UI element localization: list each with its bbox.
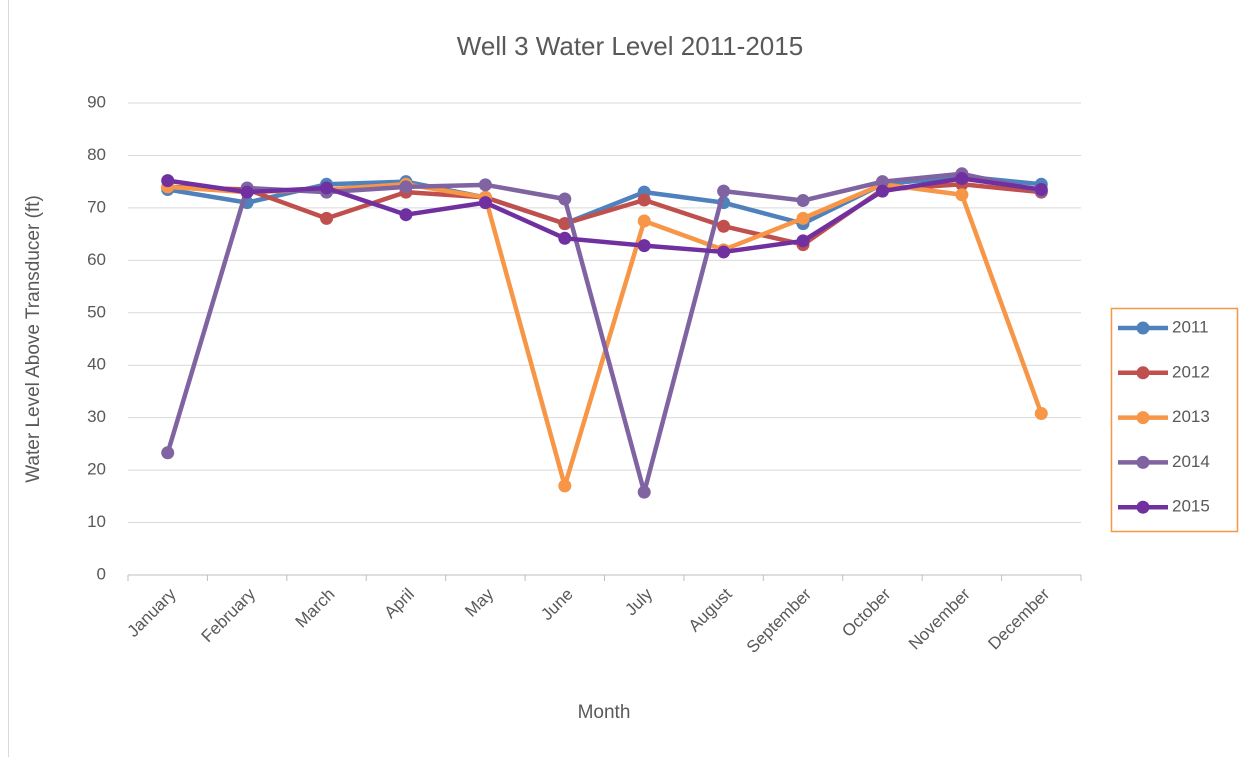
data-point — [637, 193, 651, 207]
x-axis-label: Month — [578, 702, 631, 723]
y-axis-label: Water Level Above Transducer (ft) — [23, 195, 44, 483]
y-tick-label: 50 — [87, 302, 106, 321]
legend-marker — [1136, 500, 1150, 514]
x-tick-label: July — [621, 584, 656, 619]
legend-label: 2011 — [1172, 317, 1209, 336]
series-line — [165, 171, 1042, 495]
series-line — [167, 182, 1042, 247]
x-tick-label: February — [198, 584, 260, 646]
data-point — [637, 485, 651, 499]
x-tick-label: October — [838, 584, 894, 640]
x-tick-label: April — [380, 585, 417, 622]
data-point — [399, 180, 413, 194]
data-point — [1034, 183, 1048, 197]
legend-box — [1110, 307, 1239, 533]
legend-marker — [1136, 366, 1150, 380]
legend-label: 2012 — [1172, 362, 1210, 381]
series-line — [167, 174, 1042, 226]
x-tick-label: December — [984, 584, 1053, 653]
legend-label: 2014 — [1172, 452, 1210, 471]
data-point — [796, 194, 810, 208]
x-tick-label: May — [461, 584, 497, 620]
data-point — [955, 188, 969, 202]
data-point — [717, 219, 731, 233]
y-tick-label: 70 — [87, 197, 106, 216]
y-tick-label: 40 — [87, 355, 106, 374]
x-tick-label: March — [292, 585, 339, 632]
data-point — [478, 178, 492, 192]
data-point — [637, 239, 651, 253]
y-tick-label: 90 — [87, 92, 106, 111]
x-tick-label: June — [537, 585, 577, 625]
data-point — [875, 175, 889, 189]
legend-marker — [1136, 321, 1150, 335]
data-point — [161, 446, 175, 460]
chart-title: Well 3 Water Level 2011-2015 — [457, 31, 803, 61]
legend-label: 2013 — [1172, 407, 1210, 426]
data-point — [240, 185, 254, 199]
data-point — [558, 217, 572, 231]
legend-marker — [1136, 455, 1150, 469]
data-point — [161, 174, 175, 188]
data-point — [717, 245, 731, 259]
data-point — [717, 184, 731, 198]
data-point — [558, 231, 572, 245]
data-point — [399, 208, 413, 222]
data-point — [637, 214, 651, 228]
data-point — [558, 192, 572, 206]
x-tick-label: August — [685, 584, 736, 635]
series-line — [167, 182, 1044, 489]
data-point — [320, 211, 334, 225]
data-point — [558, 479, 572, 493]
legend-marker — [1136, 411, 1150, 425]
y-tick-label: 10 — [87, 512, 106, 531]
data-point — [796, 211, 810, 225]
x-tick-label: November — [905, 584, 974, 653]
data-point — [955, 172, 969, 186]
data-point — [796, 234, 810, 248]
legend-label: 2015 — [1172, 497, 1210, 516]
y-tick-label: 30 — [87, 407, 106, 426]
series-line — [167, 176, 1042, 255]
y-tick-label: 0 — [97, 564, 106, 583]
data-point — [478, 196, 492, 210]
y-tick-label: 20 — [87, 460, 106, 479]
data-point — [875, 184, 889, 198]
y-tick-label: 60 — [87, 250, 106, 269]
x-tick-label: January — [124, 584, 181, 641]
data-point — [1034, 406, 1048, 420]
x-tick-label: September — [743, 584, 815, 656]
data-point — [320, 181, 334, 195]
y-tick-label: 80 — [87, 145, 106, 164]
